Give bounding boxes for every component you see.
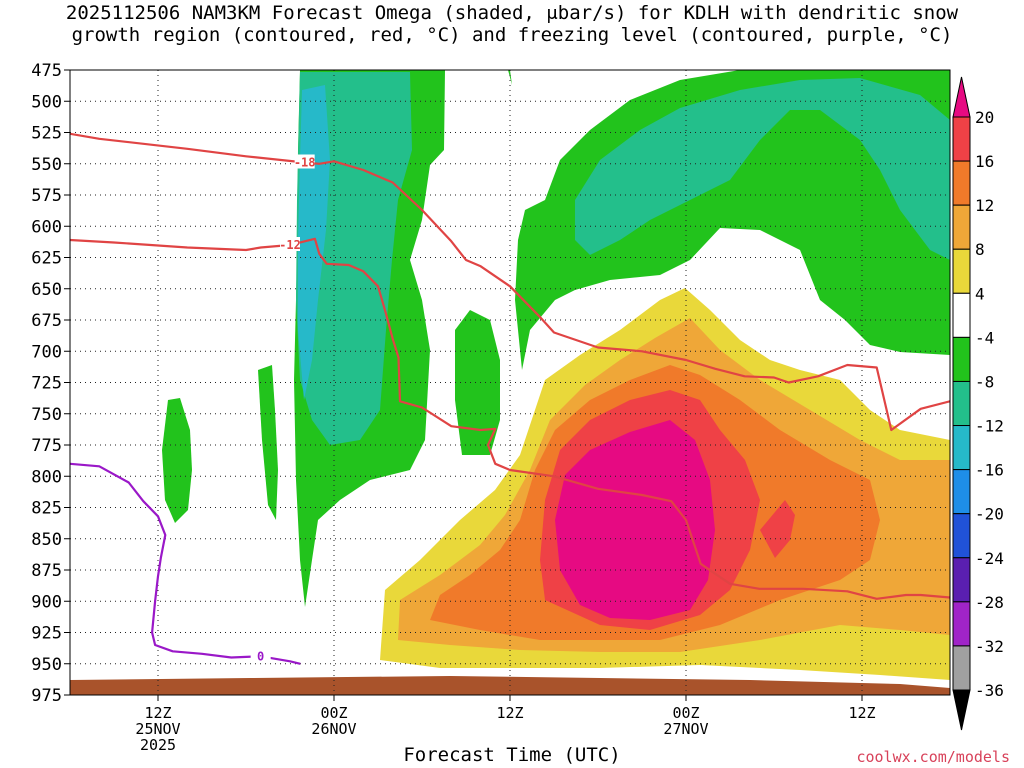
contour--12 — [70, 237, 950, 600]
colorbar-segment-2 — [952, 160, 971, 206]
colorbar-label-20: 20 — [975, 108, 994, 127]
y-tick-label-950: 950 — [31, 655, 62, 675]
y-tick-label-700: 700 — [31, 342, 62, 362]
y-tick-label-625: 625 — [31, 249, 62, 269]
omega-region-neg8-isolated — [162, 398, 192, 523]
colorbar-segment-3 — [952, 204, 971, 250]
y-tick-label-575: 575 — [31, 186, 62, 206]
colorbar-label--12: -12 — [975, 417, 1004, 436]
contour-label-bg-0 — [250, 648, 271, 663]
x-tick-label-54-1: 12Z — [848, 704, 875, 722]
colorbar-segment-1 — [952, 116, 971, 162]
contour-label-0: 0 — [257, 649, 264, 663]
colorbar-label--20: -20 — [975, 505, 1004, 524]
colorbar-label--32: -32 — [975, 637, 1004, 656]
x-tick-label-18-2: 26NOV — [311, 720, 356, 738]
y-tick-label-825: 825 — [31, 499, 62, 519]
y-tick-label-850: 850 — [31, 530, 62, 550]
colorbar-segment-11 — [952, 557, 971, 603]
y-tick-label-775: 775 — [31, 436, 62, 456]
x-tick-label-18-1: 00Z — [320, 704, 347, 722]
x-tick-label-42-2: 27NOV — [663, 720, 708, 738]
omega-shading-layer — [162, 70, 950, 680]
contour-label-bg--12 — [280, 237, 300, 251]
colorbar-label-4: 4 — [975, 284, 985, 303]
colorbar-label-12: 12 — [975, 196, 994, 215]
omega-region-neg8-east — [508, 70, 950, 370]
grid-lines — [70, 70, 950, 695]
x-tick-label-30-1: 12Z — [496, 704, 523, 722]
y-tick-label-600: 600 — [31, 217, 62, 237]
y-tick-label-900: 900 — [31, 592, 62, 612]
y-tick-label-975: 975 — [31, 686, 62, 706]
contour-label-bg--18 — [294, 154, 315, 169]
y-tick-label-675: 675 — [31, 311, 62, 331]
y-tick-label-650: 650 — [31, 280, 62, 300]
x-tick-label-6-2: 25NOV — [135, 720, 180, 738]
title-line-1: 2025112506 NAM3KM Forecast Omega (shaded… — [65, 2, 959, 24]
y-tick-label-725: 725 — [31, 374, 62, 394]
colorbar: 20 16 12 8 4 -4 -8 -12 -16 -20 -24 -28 -32 -36 — [952, 76, 1004, 731]
y-tick-label-800: 800 — [31, 467, 62, 487]
colorbar-segment-9 — [952, 469, 971, 515]
y-tick-label-500: 500 — [31, 92, 62, 112]
colorbar-segment-13 — [952, 645, 971, 691]
contour-0 — [70, 462, 301, 665]
x-tick-label-6-3: 2025 — [140, 736, 176, 754]
colorbar-segment-5 — [952, 292, 971, 338]
colorbar-segment-8 — [952, 425, 971, 471]
y-tick-label-925: 925 — [31, 624, 62, 644]
y-axis: 475 500 525 550 575 600 625 650 675 700 725 750 775 8… — [31, 61, 70, 706]
colorbar-label-16: 16 — [975, 152, 994, 171]
omega-region-pos16-east — [760, 500, 795, 558]
colorbar-label--16: -16 — [975, 461, 1004, 480]
colorbar-segment-10 — [952, 513, 971, 559]
colorbar-label--36: -36 — [975, 681, 1004, 700]
y-tick-label-875: 875 — [31, 561, 62, 581]
x-axis-label: Forecast Time (UTC) — [403, 744, 621, 766]
colorbar-label--4: -4 — [975, 328, 994, 347]
colorbar-top-triangle — [952, 76, 971, 118]
colorbar-segment-12 — [952, 601, 971, 647]
chart-title: 2025112506 NAM3KM Forecast Omega (shaded… — [0, 2, 1024, 46]
colorbar-segment-7 — [952, 380, 971, 427]
colorbar-label--24: -24 — [975, 549, 1004, 568]
omega-region-neg8-isolated-2 — [258, 365, 278, 520]
y-tick-label-475: 475 — [31, 61, 62, 81]
colorbar-label--28: -28 — [975, 593, 1004, 612]
colorbar-segment-6 — [952, 336, 971, 382]
colorbar-segment-4 — [952, 248, 971, 294]
colorbar-label--8: -8 — [975, 372, 994, 391]
colorbar-bottom-triangle — [952, 689, 971, 731]
colorbar-label-8: 8 — [975, 240, 985, 259]
x-tick-label-42-1: 00Z — [672, 704, 699, 722]
x-tick-label-6-1: 12Z — [144, 704, 171, 722]
y-tick-label-550: 550 — [31, 155, 62, 175]
y-tick-label-750: 750 — [31, 405, 62, 425]
contour-label--12: -12 — [279, 238, 301, 252]
omega-region-neg8-isolated-3 — [455, 310, 500, 455]
title-line-2: growth region (contoured, red, °C) and f… — [71, 24, 953, 46]
y-tick-label-525: 525 — [31, 124, 62, 144]
contour-label--18: -18 — [294, 156, 316, 170]
credit-link[interactable]: coolwx.com/models — [856, 748, 1010, 766]
omega-region-neg12-east — [575, 78, 950, 260]
contour-layer: -18 -12 0 — [70, 132, 950, 665]
